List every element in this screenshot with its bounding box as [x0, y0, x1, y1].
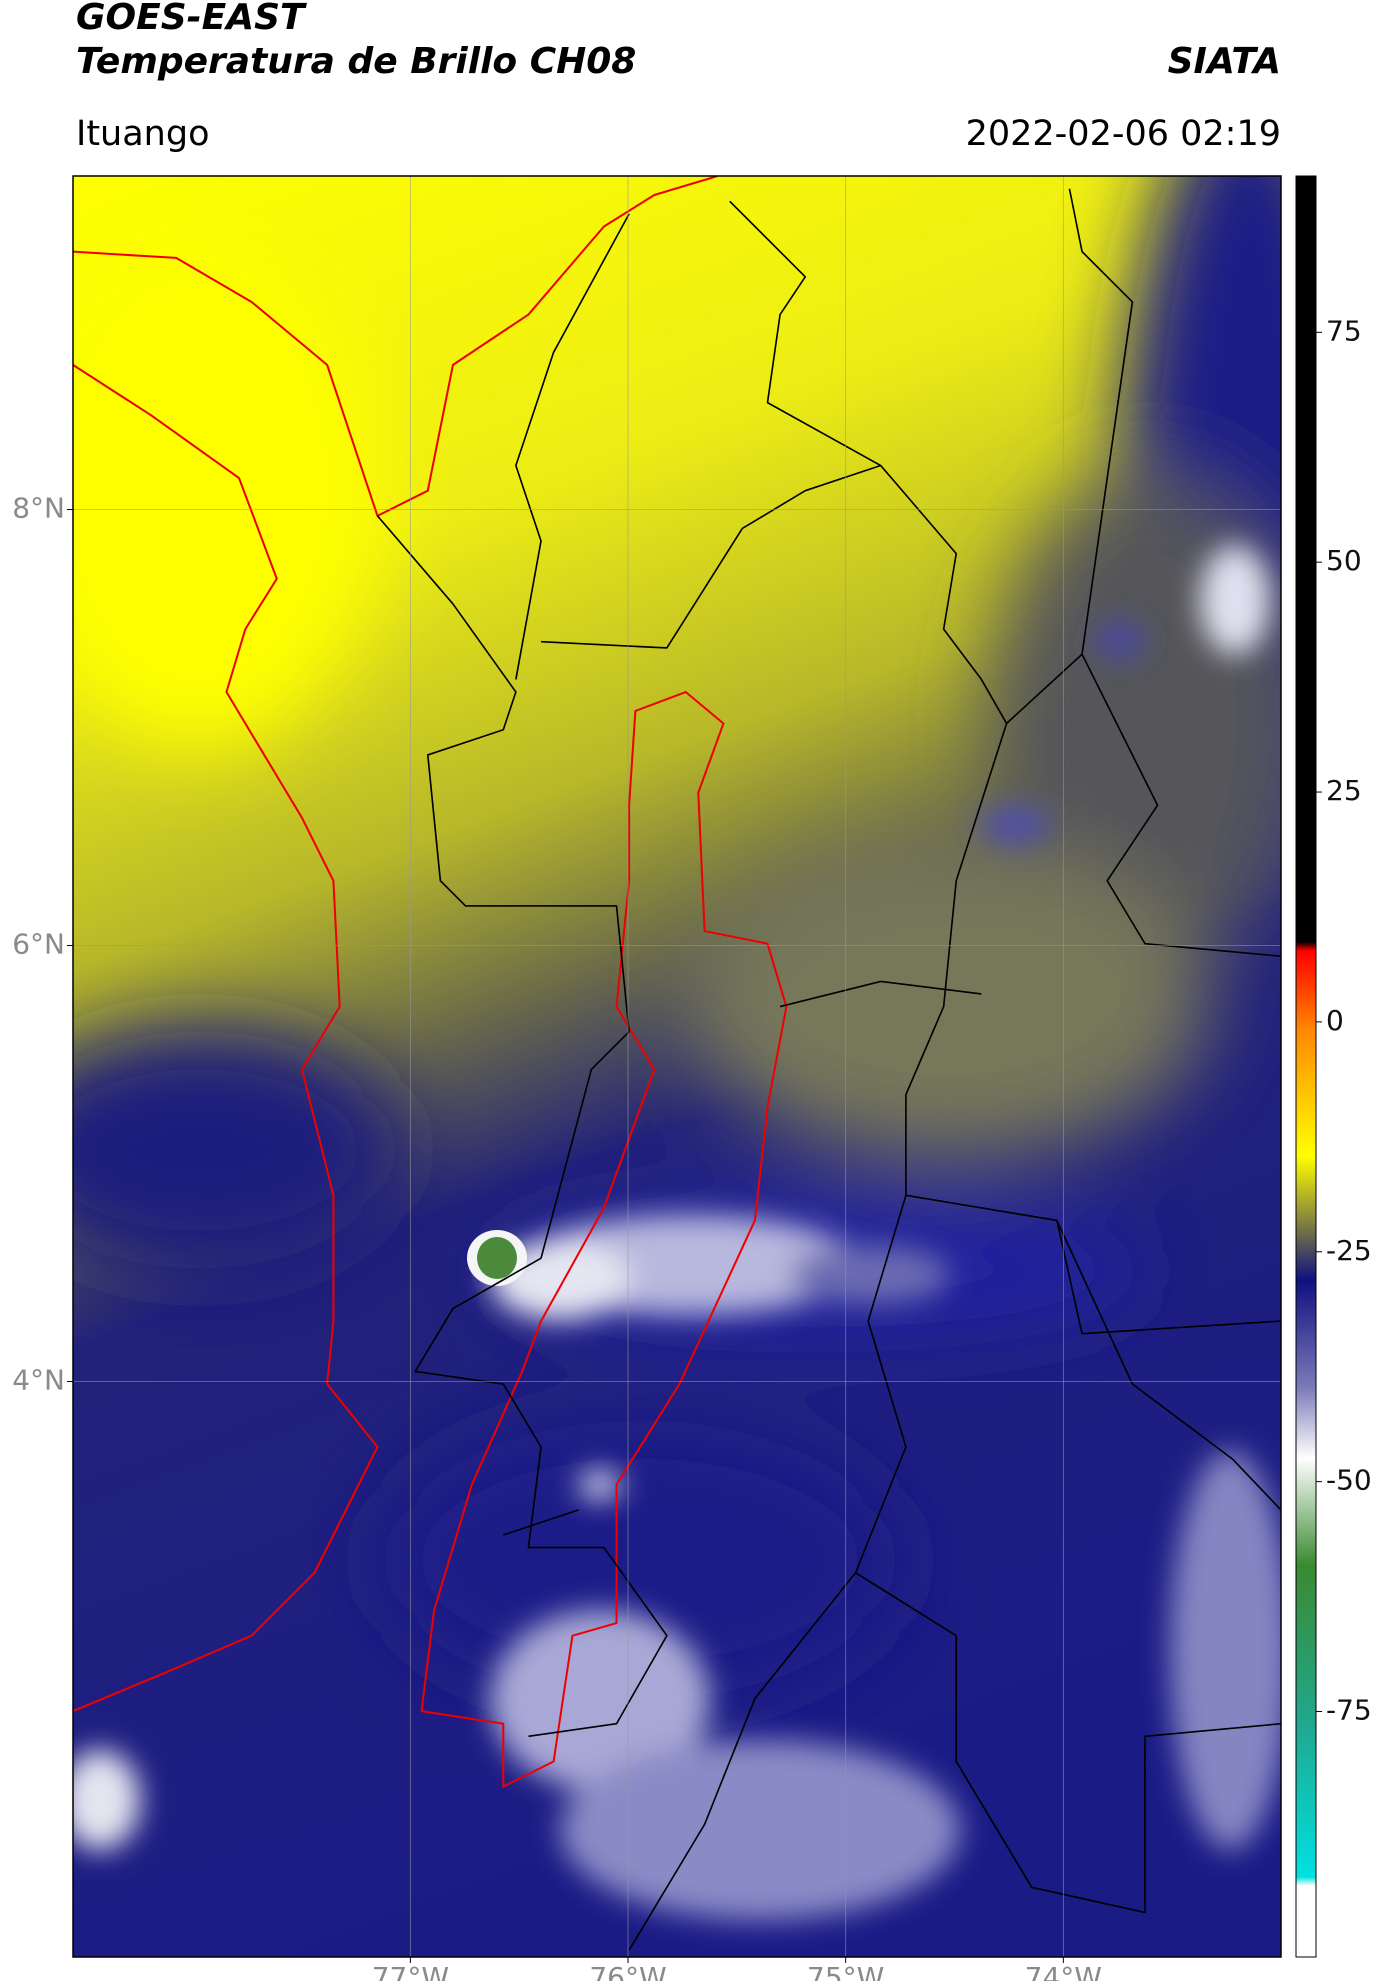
- y-tick-label: 8°N: [12, 492, 65, 525]
- colorbar: [1295, 175, 1317, 1958]
- datetime: 2022-02-06 02:19: [966, 114, 1281, 154]
- y-tick-label: 4°N: [12, 1363, 65, 1396]
- x-tick-label: 77°W: [372, 1961, 449, 1981]
- colorbar-tick-label: -75: [1326, 1694, 1372, 1727]
- x-tick-label: 75°W: [807, 1961, 884, 1981]
- map-frame: [72, 175, 1282, 1958]
- title-line2: Temperatura de Brillo CH08: [76, 41, 636, 82]
- satellite-image: [73, 176, 1281, 1957]
- colorbar-tick-label: 75: [1326, 314, 1362, 347]
- location: Ituango: [76, 114, 210, 154]
- colorbar-tick-label: -50: [1326, 1464, 1372, 1497]
- colorbar-tick-label: -25: [1326, 1234, 1372, 1267]
- x-tick-label: 74°W: [1025, 1961, 1102, 1981]
- org: SIATA: [1168, 41, 1281, 82]
- colorbar-tick-label: 50: [1326, 544, 1362, 577]
- graticule: [73, 176, 1281, 1957]
- x-tick-label: 76°W: [589, 1961, 666, 1981]
- colorbar-tick-label: 0: [1326, 1004, 1344, 1037]
- title-line1: GOES-EAST: [76, 0, 307, 38]
- y-tick-label: 6°N: [12, 928, 65, 961]
- colorbar-tick-label: 25: [1326, 774, 1362, 807]
